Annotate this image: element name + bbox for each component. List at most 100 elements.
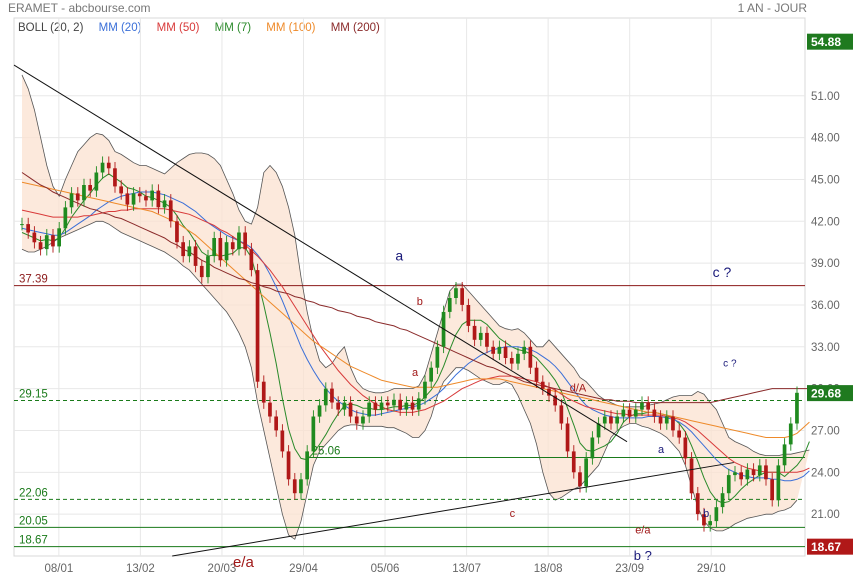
legend-mm200: MM (200) xyxy=(330,22,380,34)
indicator-legend: BOLL (20, 2) MM (20) MM (50) MM (7) MM (… xyxy=(18,22,392,34)
bollinger-lower-line xyxy=(21,220,798,540)
candle xyxy=(497,346,502,354)
wave-annotation: a xyxy=(412,367,419,379)
candle xyxy=(596,423,601,438)
candle xyxy=(646,402,650,410)
candle xyxy=(751,469,756,476)
candle xyxy=(131,193,136,205)
candle xyxy=(528,346,533,368)
candle xyxy=(119,186,123,194)
x-tick-label: 20/03 xyxy=(208,563,237,575)
candle xyxy=(38,242,43,250)
candle xyxy=(187,246,192,257)
wave-annotation: a xyxy=(658,444,665,456)
candle xyxy=(640,402,644,410)
candle xyxy=(410,402,415,410)
candle xyxy=(305,451,309,480)
price-badge xyxy=(807,33,853,50)
candle xyxy=(330,388,334,403)
price-badge xyxy=(807,538,853,555)
legend-boll: BOLL (20, 2) xyxy=(18,22,84,34)
series-line xyxy=(21,181,810,438)
candle xyxy=(664,416,669,424)
candle xyxy=(168,200,173,222)
candle xyxy=(162,200,167,208)
candle xyxy=(26,224,30,233)
candle xyxy=(795,392,799,424)
candle xyxy=(633,409,638,417)
chart-title: ERAMET - abcbourse.com xyxy=(8,1,151,15)
candle xyxy=(106,162,111,169)
candle xyxy=(423,381,427,399)
wave-annotation: b xyxy=(417,296,423,308)
candle xyxy=(745,469,750,480)
price-badge xyxy=(807,385,853,402)
level-label: 29.15 xyxy=(19,389,48,401)
candle xyxy=(237,232,241,250)
candle xyxy=(88,185,92,191)
candle xyxy=(261,381,266,403)
candle xyxy=(689,458,694,494)
candle xyxy=(671,416,675,431)
candle xyxy=(385,402,390,406)
wave-annotation: c ? xyxy=(713,264,732,280)
candle xyxy=(435,346,440,368)
candle xyxy=(286,451,291,480)
candle xyxy=(776,465,781,501)
candle xyxy=(472,325,477,340)
candle xyxy=(125,193,130,205)
candle xyxy=(361,416,365,424)
candle xyxy=(553,395,557,406)
candle xyxy=(268,402,272,417)
wave-annotation: c xyxy=(510,508,516,520)
candle xyxy=(336,402,340,410)
candle xyxy=(69,193,74,208)
candle xyxy=(348,402,353,417)
legend-mm50: MM (50) xyxy=(156,22,200,34)
candle xyxy=(466,305,471,326)
candle xyxy=(206,256,210,278)
candle xyxy=(398,399,402,410)
wave-annotation: e/a xyxy=(233,554,255,571)
candle xyxy=(379,402,384,410)
candle xyxy=(627,409,632,417)
candle xyxy=(460,288,464,305)
candle xyxy=(342,402,347,410)
candle xyxy=(404,402,409,410)
candle xyxy=(677,430,681,438)
candle xyxy=(416,398,421,410)
candle xyxy=(534,367,539,382)
candle xyxy=(683,437,688,459)
candle xyxy=(733,472,737,476)
price-badge-label: 29.68 xyxy=(811,387,841,401)
wave-annotation: b ? xyxy=(634,548,652,563)
candle xyxy=(782,444,787,466)
candle xyxy=(243,232,247,250)
candle xyxy=(447,298,452,312)
candle xyxy=(274,416,278,431)
candle xyxy=(726,475,731,494)
y-tick-label: 51.00 xyxy=(811,91,840,103)
candle xyxy=(478,332,483,340)
candle xyxy=(212,238,216,257)
candle xyxy=(323,388,328,406)
candle xyxy=(720,493,725,508)
x-tick-label: 13/07 xyxy=(452,563,481,575)
candle xyxy=(113,168,117,187)
candle xyxy=(590,437,595,459)
candle xyxy=(373,402,378,410)
candle xyxy=(540,381,545,389)
y-tick-label: 36.00 xyxy=(811,300,840,312)
x-tick-label: 23/09 xyxy=(615,563,644,575)
plot-frame xyxy=(13,17,806,557)
candle xyxy=(218,238,223,261)
series-line xyxy=(21,172,810,404)
level-label: 18.67 xyxy=(19,535,48,547)
candle xyxy=(615,416,619,424)
candle xyxy=(547,388,551,396)
candle xyxy=(652,409,657,417)
candle xyxy=(658,416,663,424)
candle xyxy=(100,162,105,173)
candle xyxy=(788,423,793,445)
